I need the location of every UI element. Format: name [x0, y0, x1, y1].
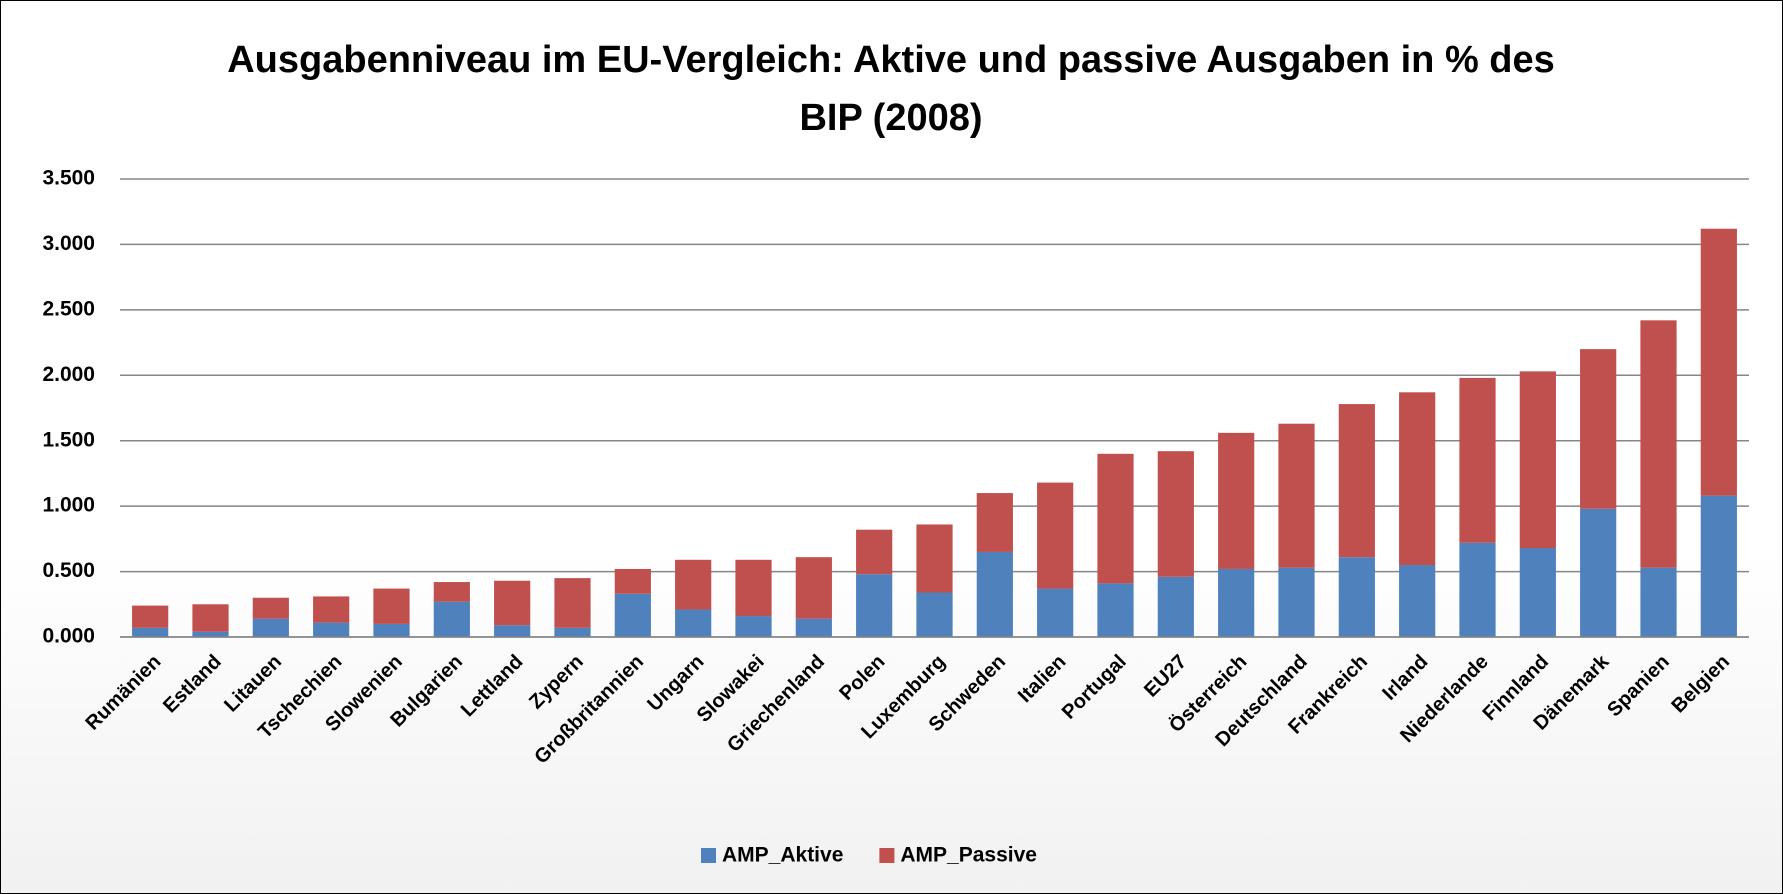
bar-segment — [1459, 378, 1495, 543]
bar-segment — [675, 560, 711, 610]
bar-segment — [916, 524, 952, 592]
y-tick-label: 0.000 — [42, 625, 95, 648]
x-tick-label: Rumänien — [82, 651, 166, 735]
legend-swatch — [879, 848, 894, 863]
bar-segment — [1520, 548, 1556, 637]
bar-segment — [735, 560, 771, 616]
bar-segment — [192, 604, 228, 631]
bar-segment — [735, 616, 771, 637]
bar-segment — [132, 606, 168, 628]
bar-segment — [192, 632, 228, 637]
x-tick-label: Lettland — [457, 651, 528, 722]
bar-segment — [977, 493, 1013, 552]
bar-segment — [554, 628, 590, 637]
bar-segment — [313, 623, 349, 637]
bar-segment — [1520, 371, 1556, 548]
bar-segment — [615, 594, 651, 637]
bar-segment — [554, 578, 590, 628]
bar-segment — [1278, 568, 1314, 637]
bar-segment — [1278, 424, 1314, 568]
bar-segment — [1459, 543, 1495, 637]
bar-segment — [253, 598, 289, 619]
bar-segment — [1399, 565, 1435, 637]
bar-segment — [132, 628, 168, 637]
y-tick-label: 1.500 — [42, 428, 95, 451]
bar-segment — [675, 610, 711, 637]
bar-segment — [494, 625, 530, 637]
x-tick-label: Italien — [1014, 651, 1070, 707]
y-tick-label: 0.500 — [42, 559, 95, 582]
bar-segment — [856, 574, 892, 637]
y-tick-label: 3.500 — [42, 167, 95, 190]
bar-segment — [1097, 583, 1133, 637]
bar-segment — [1158, 451, 1194, 577]
x-tick-label: Portugal — [1058, 651, 1131, 724]
bar-segment — [916, 593, 952, 637]
x-tick-label: Polen — [835, 651, 889, 705]
bar-segment — [1218, 569, 1254, 637]
y-tick-label: 1.000 — [42, 494, 95, 517]
bar-segment — [253, 619, 289, 637]
bar-segment — [434, 602, 470, 637]
bar-segment — [1097, 454, 1133, 584]
bar-segment — [1037, 483, 1073, 589]
x-tick-label: Belgien — [1667, 651, 1734, 718]
x-tick-label: Spanien — [1603, 651, 1674, 722]
x-tick-label: Großbritannien — [530, 651, 648, 769]
y-tick-label: 2.000 — [42, 363, 95, 386]
bar-segment — [1640, 568, 1676, 637]
legend-label: AMP_Aktive — [722, 844, 843, 867]
bar-segment — [1339, 557, 1375, 637]
bar-segment — [977, 552, 1013, 637]
bar-segment — [494, 581, 530, 625]
bar-segment — [434, 582, 470, 602]
bar-segment — [1580, 509, 1616, 637]
bar-segment — [796, 557, 832, 619]
bar-segment — [1580, 349, 1616, 509]
bar-segment — [1037, 589, 1073, 637]
y-tick-label: 2.500 — [42, 297, 95, 320]
x-tick-label: Estland — [159, 651, 226, 718]
bar-segment — [856, 530, 892, 574]
bar-segment — [615, 569, 651, 594]
bar-segment — [373, 624, 409, 637]
legend-label: AMP_Passive — [900, 844, 1037, 867]
bar-segment — [1158, 577, 1194, 637]
y-tick-label: 3.000 — [42, 232, 95, 255]
legend-swatch — [701, 848, 716, 863]
bar-segment — [1339, 404, 1375, 557]
bar-segment — [1701, 229, 1737, 496]
bar-segment — [1399, 392, 1435, 565]
x-tick-label: Irland — [1378, 651, 1432, 705]
bar-segment — [1640, 320, 1676, 567]
chart: 0.000 0.500 1.000 1.500 2.000 2.500 3.000 3.500… — [1, 1, 1782, 893]
chart-frame: Ausgabenniveau im EU-Vergleich: Aktive u… — [0, 0, 1783, 894]
x-tick-label: EU27 — [1140, 651, 1191, 702]
bar-segment — [796, 619, 832, 637]
bar-segment — [1218, 433, 1254, 569]
bar-segment — [373, 589, 409, 624]
bar-segment — [313, 596, 349, 622]
bar-segment — [1701, 496, 1737, 637]
